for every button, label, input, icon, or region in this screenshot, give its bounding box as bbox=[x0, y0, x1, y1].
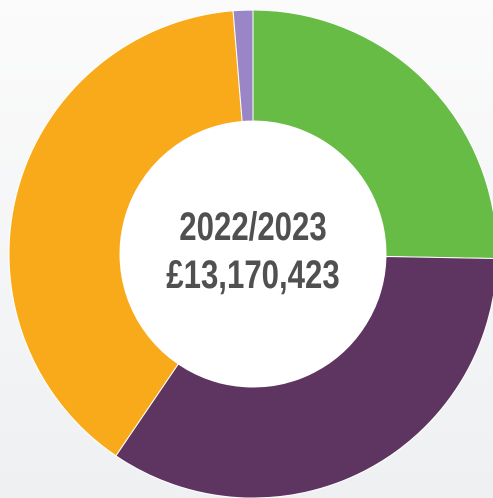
chart-title: 2022/2023 bbox=[179, 204, 326, 249]
donut-hole bbox=[120, 121, 386, 387]
donut bbox=[8, 9, 493, 498]
chart-subtitle: £13,170,423 bbox=[166, 252, 339, 297]
